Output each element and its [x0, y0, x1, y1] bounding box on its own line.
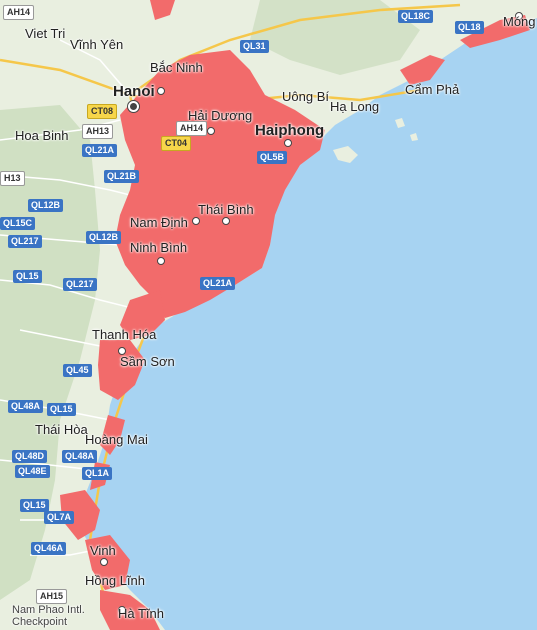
road-shield[interactable]: QL48D	[12, 450, 48, 463]
city-label-sam-son[interactable]: Sầm Sơn	[120, 354, 175, 369]
city-label-uong-bi[interactable]: Uông Bí	[282, 89, 329, 104]
road-shield[interactable]: AH13	[82, 124, 114, 139]
city-label-thanh-hoa[interactable]: Thanh Hóa	[92, 327, 157, 342]
road-shield[interactable]: QL18	[455, 21, 484, 34]
island	[410, 133, 418, 141]
city-marker[interactable]	[515, 12, 523, 20]
road-shield[interactable]: QL46A	[31, 542, 67, 555]
road-shield[interactable]: QL7A	[44, 511, 75, 524]
city-label-hanoi[interactable]: Hanoi	[113, 83, 155, 100]
city-marker[interactable]	[192, 217, 200, 225]
road-shield[interactable]: QL217	[8, 235, 42, 248]
road-shield[interactable]: QL15	[47, 403, 76, 416]
road-shield[interactable]: QL21A	[82, 144, 118, 157]
city-marker[interactable]	[118, 606, 126, 614]
city-label-nam-dinh[interactable]: Nam Định	[130, 215, 188, 230]
capital-marker[interactable]	[128, 101, 139, 112]
city-label-ninh-binh[interactable]: Ninh Bình	[130, 240, 188, 255]
city-label-ha-long[interactable]: Hạ Long	[330, 99, 380, 114]
road-shield[interactable]: QL5B	[257, 151, 288, 164]
city-label-bac-ninh[interactable]: Bắc Ninh	[150, 60, 203, 75]
road-shield[interactable]: QL12B	[86, 231, 122, 244]
city-marker[interactable]	[157, 87, 165, 95]
city-label-ha-tinh[interactable]: Hà Tĩnh	[118, 606, 165, 621]
place-label-nam-phao[interactable]: Nam Phao Intl. Checkpoint	[12, 604, 85, 628]
road-shield[interactable]: QL1A	[82, 467, 113, 480]
road-shield[interactable]: QL12B	[28, 199, 64, 212]
city-label-mong-cai[interactable]: Móng C	[503, 14, 537, 29]
road-shield[interactable]: QL21B	[104, 170, 140, 183]
highlands-ne	[250, 0, 420, 75]
road-shield[interactable]: QL31	[240, 40, 269, 53]
road-shield[interactable]: AH14	[3, 5, 35, 20]
city-marker[interactable]	[157, 257, 165, 265]
road-shield[interactable]: QL45	[63, 364, 92, 377]
city-marker[interactable]	[284, 139, 292, 147]
road-shield[interactable]: AH14	[176, 121, 208, 136]
road-shield[interactable]: CT08	[87, 104, 118, 119]
city-label-cam-pha[interactable]: Cẩm Phả	[405, 82, 460, 97]
road-shield[interactable]: QL15C	[0, 217, 36, 230]
road-shield[interactable]: CT04	[161, 136, 192, 151]
city-label-viet-tri[interactable]: Viet Tri	[25, 26, 66, 41]
city-label-thai-binh[interactable]: Thái Bình	[198, 202, 254, 217]
city-label-vinh[interactable]: Vinh	[90, 543, 116, 558]
city-label-vinh-yen[interactable]: Vĩnh Yên	[70, 37, 124, 52]
island	[395, 118, 405, 128]
city-label-hoa-binh[interactable]: Hoa Binh	[15, 128, 69, 143]
road-shield[interactable]: H13	[0, 171, 25, 186]
road-shield[interactable]: QL48A	[8, 400, 44, 413]
city-label-hoang-mai[interactable]: Hoàng Mai	[85, 432, 148, 447]
road-shield[interactable]: QL48A	[62, 450, 98, 463]
road-shield[interactable]: QL15	[20, 499, 49, 512]
city-marker[interactable]	[222, 217, 230, 225]
city-label-haiphong[interactable]: Haiphong	[255, 122, 325, 139]
flood-overlay	[60, 0, 530, 630]
city-marker[interactable]	[100, 558, 108, 566]
city-label-hai-duong[interactable]: Hải Dương	[188, 108, 253, 123]
road-shield[interactable]: QL18C	[398, 10, 434, 23]
road-shield[interactable]: QL48E	[15, 465, 50, 478]
road-shield[interactable]: QL15	[13, 270, 42, 283]
city-label-thai-hoa[interactable]: Thái Hòa	[35, 422, 88, 437]
island	[333, 146, 358, 163]
city-label-hong-linh[interactable]: Hồng Lĩnh	[85, 573, 145, 588]
city-marker[interactable]	[207, 127, 215, 135]
city-marker[interactable]	[118, 347, 126, 355]
road-shield[interactable]: QL21A	[200, 277, 236, 290]
road-shield[interactable]: AH15	[36, 589, 68, 604]
road-shield[interactable]: QL217	[63, 278, 97, 291]
